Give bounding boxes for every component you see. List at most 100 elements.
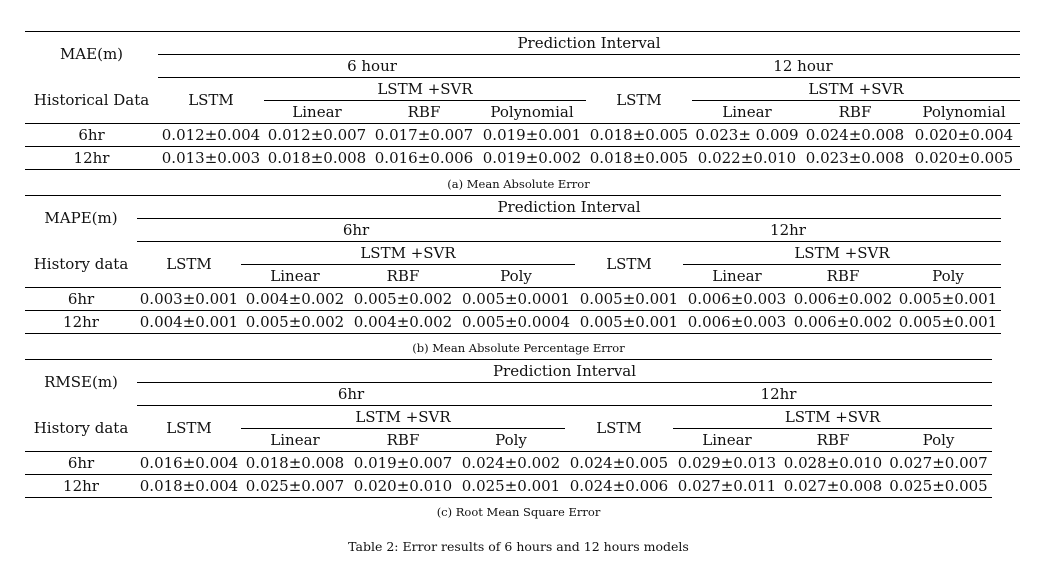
interval-6-header: 6hr (137, 382, 565, 406)
row-header: History data (25, 241, 137, 288)
table-caption: Table 2: Error results of 6 hours and 12… (348, 539, 689, 554)
svr-header: LSTM +SVR (683, 241, 1001, 265)
cell: 0.017±0.007 (374, 125, 474, 144)
cell: 0.005±0.0001 (462, 289, 570, 308)
linear-header: Linear (702, 430, 752, 449)
cell: 0.029±0.013 (677, 453, 777, 472)
cell: 0.012±0.007 (267, 125, 367, 144)
poly-header: Polynomial (922, 102, 1006, 121)
cell: 0.005±0.001 (898, 289, 998, 308)
cell: 0.003±0.001 (139, 289, 239, 308)
cell: 0.006±0.003 (687, 289, 787, 308)
cell: 0.022±0.010 (697, 148, 797, 167)
table-row: 12hr 0.018±0.004 0.025±0.007 0.020±0.010… (25, 475, 992, 498)
rbf-header: RBF (838, 102, 872, 121)
cell: 0.005±0.002 (353, 289, 453, 308)
prediction-interval-header: Prediction Interval (137, 359, 992, 383)
linear-header: Linear (292, 102, 342, 121)
poly-header: Poly (932, 266, 964, 285)
rmse-table: RMSE(m) Prediction Interval 6hr 12hr His… (25, 359, 992, 498)
cell: 0.006±0.002 (793, 312, 893, 331)
mape-table: MAPE(m) Prediction Interval 6hr 12hr His… (25, 195, 1001, 334)
poly-header: Poly (500, 266, 532, 285)
row-label: 12hr (73, 148, 110, 167)
cell: 0.016±0.006 (374, 148, 474, 167)
row-label: 6hr (67, 453, 95, 472)
cell: 0.025±0.007 (245, 476, 345, 495)
table-row: 6hr 0.012±0.004 0.012±0.007 0.017±0.007 … (25, 124, 1020, 147)
cell: 0.013±0.003 (161, 148, 261, 167)
cell: 0.020±0.010 (353, 476, 453, 495)
linear-header: Linear (722, 102, 772, 121)
rbf-header: RBF (826, 266, 860, 285)
cell: 0.019±0.001 (482, 125, 582, 144)
cell: 0.027±0.007 (889, 453, 988, 472)
prediction-interval-header: Prediction Interval (158, 31, 1020, 55)
poly-header: Poly (922, 430, 955, 449)
table-row: 6hr 0.016±0.004 0.018±0.008 0.019±0.007 … (25, 452, 992, 475)
cell: 0.028±0.010 (783, 453, 883, 472)
poly-header: Poly (495, 430, 527, 449)
row-label: 12hr (63, 476, 99, 495)
row-label: 6hr (67, 289, 95, 308)
cell: 0.020±0.005 (914, 148, 1014, 167)
cell: 0.018±0.008 (245, 453, 345, 472)
poly-header: Polynomial (490, 102, 574, 121)
interval-12-header: 12 hour (586, 54, 1020, 78)
lstm-header: LSTM (586, 77, 692, 124)
caption-a: (a) Mean Absolute Error (447, 177, 590, 191)
interval-6-header: 6 hour (158, 54, 586, 78)
svr-header: LSTM +SVR (241, 241, 575, 265)
cell: 0.023±0.008 (805, 148, 905, 167)
row-header: Historical Data (25, 77, 158, 124)
cell: 0.019±0.007 (353, 453, 453, 472)
linear-header: Linear (270, 266, 320, 285)
prediction-interval-header: Prediction Interval (137, 195, 1001, 219)
lstm-header: LSTM (565, 405, 673, 452)
metric-label: RMSE(m) (44, 373, 118, 392)
cell: 0.018±0.005 (589, 125, 689, 144)
cell: 0.025±0.001 (461, 476, 561, 495)
table-row: 12hr 0.013±0.003 0.018±0.008 0.016±0.006… (25, 147, 1020, 170)
cell: 0.024±0.005 (569, 453, 669, 472)
table-row: 12hr 0.004±0.001 0.005±0.002 0.004±0.002… (25, 311, 1001, 334)
cell: 0.005±0.0004 (462, 312, 570, 331)
cell: 0.004±0.001 (139, 312, 239, 331)
cell: 0.005±0.001 (579, 312, 679, 331)
interval-12-header: 12hr (565, 382, 992, 406)
cell: 0.004±0.002 (245, 289, 345, 308)
cell: 0.024±0.006 (569, 476, 669, 495)
cell: 0.027±0.011 (677, 476, 777, 495)
cell: 0.005±0.002 (245, 312, 345, 331)
cell: 0.004±0.002 (353, 312, 453, 331)
lstm-header: LSTM (137, 241, 241, 288)
caption-b: (b) Mean Absolute Percentage Error (412, 341, 625, 355)
cell: 0.023± 0.009 (695, 125, 799, 144)
cell: 0.006±0.003 (687, 312, 787, 331)
cell: 0.018±0.008 (267, 148, 367, 167)
cell: 0.019±0.002 (482, 148, 582, 167)
cell: 0.018±0.004 (139, 476, 239, 495)
interval-6-header: 6hr (137, 218, 575, 242)
rbf-header: RBF (816, 430, 850, 449)
linear-header: Linear (270, 430, 320, 449)
metric-label: MAE(m) (59, 45, 124, 64)
cell: 0.012±0.004 (161, 125, 261, 144)
rbf-header: RBF (407, 102, 441, 121)
cell: 0.018±0.005 (589, 148, 689, 167)
table-row: 6hr 0.003±0.001 0.004±0.002 0.005±0.002 … (25, 288, 1001, 311)
cell: 0.024±0.002 (461, 453, 561, 472)
svr-header: LSTM +SVR (673, 405, 992, 429)
row-label: 6hr (78, 125, 105, 144)
mae-table: MAE(m) Prediction Interval 6 hour 12 hou… (25, 31, 1020, 170)
cell: 0.005±0.001 (898, 312, 998, 331)
metric-label: MAPE(m) (44, 209, 118, 228)
lstm-header: LSTM (137, 405, 241, 452)
interval-12-header: 12hr (575, 218, 1001, 242)
lstm-header: LSTM (575, 241, 683, 288)
cell: 0.016±0.004 (139, 453, 239, 472)
cell: 0.006±0.002 (793, 289, 893, 308)
cell: 0.027±0.008 (783, 476, 883, 495)
cell: 0.020±0.004 (914, 125, 1014, 144)
caption-c: (c) Root Mean Square Error (436, 505, 601, 519)
